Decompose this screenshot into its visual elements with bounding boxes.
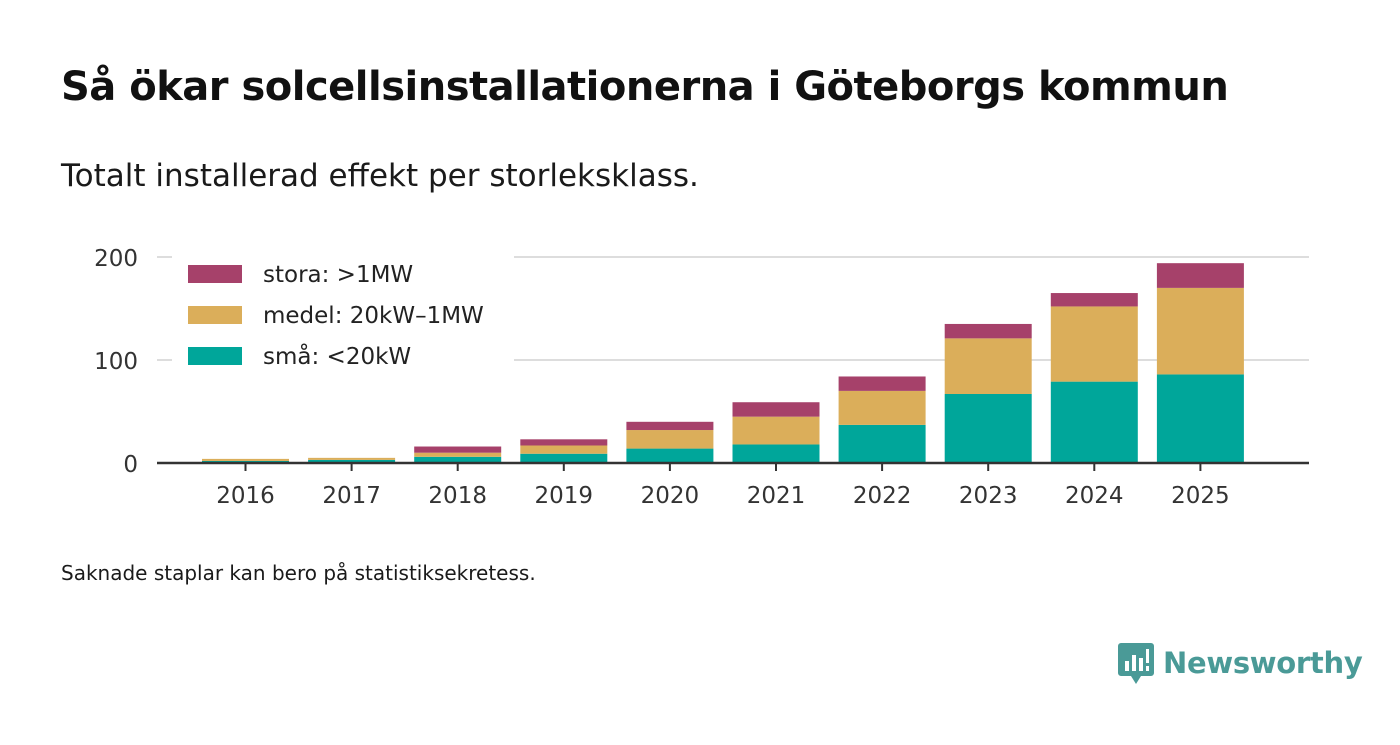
brand-logo[interactable]: Newsworthy <box>1118 640 1363 686</box>
bar-segment <box>626 430 714 449</box>
legend-swatch <box>188 347 242 365</box>
x-tick-label: 2018 <box>428 483 487 509</box>
bar-segment <box>1050 306 1138 382</box>
bar-segment <box>202 458 289 461</box>
x-tick-label: 2022 <box>853 483 912 509</box>
legend-swatch <box>188 306 242 324</box>
bar-segment <box>944 323 1032 339</box>
legend: stora: >1MW medel: 20kW–1MW små: <20kW <box>172 252 514 372</box>
bar-segment <box>1156 263 1244 288</box>
footnote: Saknade staplar kan bero på statistiksek… <box>61 561 536 585</box>
bar-segment <box>1050 381 1138 463</box>
bar-segment <box>1050 293 1138 307</box>
bar-segment <box>732 402 820 417</box>
legend-label: små: <20kW <box>263 342 411 370</box>
bars <box>202 263 1244 463</box>
bar-segment <box>626 448 714 463</box>
bar-segment <box>626 421 714 431</box>
bar-segment <box>732 444 820 463</box>
bar-segment <box>414 446 502 453</box>
bar-segment <box>308 459 396 463</box>
bar-segment <box>308 457 396 460</box>
newsworthy-logo-icon <box>1118 643 1154 684</box>
x-tick-label: 2025 <box>1171 483 1230 509</box>
bar-segment <box>1156 287 1244 375</box>
x-tick-label: 2016 <box>216 483 275 509</box>
bar-segment <box>520 453 608 463</box>
axes: 0 100 200 2016 2017 2018 2019 2020 2021 2022 2023 2… <box>94 246 1309 509</box>
chart-title: Så ökar solcellsinstallationerna i Göteb… <box>61 64 1229 110</box>
x-tick-label: 2021 <box>747 483 806 509</box>
bar-segment <box>1156 374 1244 463</box>
y-tick-label: 200 <box>94 246 138 272</box>
bar-segment <box>838 390 926 425</box>
bar-segment <box>838 376 926 391</box>
x-tick-label: 2019 <box>535 483 594 509</box>
bar-segment <box>414 456 502 463</box>
legend-label: stora: >1MW <box>263 262 413 288</box>
bar-segment <box>414 452 502 457</box>
x-tick-label: 2024 <box>1065 483 1124 509</box>
bar-segment <box>732 416 820 445</box>
legend-swatch <box>188 265 242 283</box>
x-tick-label: 2017 <box>322 483 381 509</box>
stacked-bar-chart: 0 100 200 2016 2017 2018 2019 2020 2021 2022 2023 2… <box>94 246 1309 509</box>
x-tick-label: 2023 <box>959 483 1018 509</box>
brand-name: Newsworthy <box>1163 646 1363 680</box>
bar-segment <box>944 338 1032 394</box>
chart-subtitle: Totalt installerad effekt per storlekskl… <box>61 158 699 194</box>
legend-label: medel: 20kW–1MW <box>263 303 484 329</box>
bar-segment <box>838 424 926 463</box>
bar-segment <box>520 445 608 454</box>
bar-segment <box>944 393 1032 463</box>
y-tick-label: 0 <box>123 452 138 478</box>
y-tick-label: 100 <box>94 349 138 375</box>
bar-segment <box>520 439 608 446</box>
x-tick-label: 2020 <box>641 483 700 509</box>
